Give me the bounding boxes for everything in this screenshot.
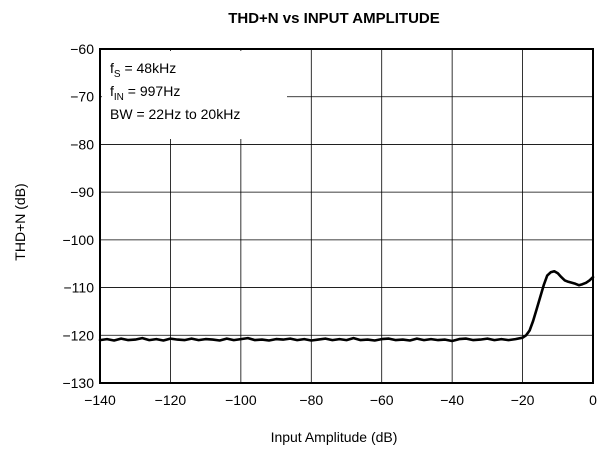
x-tick-label: −140 xyxy=(84,392,116,408)
x-tick-label: −100 xyxy=(225,392,257,408)
x-tick-label: −120 xyxy=(155,392,187,408)
y-tick-labels: −60 −70 −80 −90 −100 −110 −120 −130 xyxy=(62,41,94,391)
x-tick-label: −80 xyxy=(299,392,323,408)
annotation-box xyxy=(102,51,287,139)
annotation-line: fIN = 997Hz xyxy=(110,83,180,103)
x-tick-label: 0 xyxy=(589,392,597,408)
chart-title: THD+N vs INPUT AMPLITUDE xyxy=(228,10,440,27)
x-axis-label: Input Amplitude (dB) xyxy=(271,429,398,445)
x-tick-label: −20 xyxy=(511,392,535,408)
thdn-series-line xyxy=(98,270,595,343)
y-tick-label: −110 xyxy=(64,280,95,296)
series-layer xyxy=(98,270,595,343)
y-tick-label: −130 xyxy=(62,375,94,391)
y-tick-label: −90 xyxy=(70,184,94,200)
annotation-text: fS = 48kHz fIN = 997Hz BW = 22Hz to 20kHz xyxy=(110,60,240,122)
x-tick-label: −40 xyxy=(440,392,464,408)
y-tick-label: −80 xyxy=(70,136,94,152)
y-tick-label: −60 xyxy=(70,41,94,57)
plot-frame xyxy=(99,48,594,384)
y-tick-label: −100 xyxy=(62,232,94,248)
y-tick-label: −120 xyxy=(62,327,94,343)
annotation-line: fS = 48kHz xyxy=(110,60,176,80)
y-axis-label: THD+N (dB) xyxy=(12,183,28,260)
x-tick-labels: −140 −120 −100 −80 −60 −40 −20 0 xyxy=(84,392,597,408)
y-tick-label: −70 xyxy=(70,89,94,105)
annotation-line: BW = 22Hz to 20kHz xyxy=(110,106,240,122)
x-tick-label: −60 xyxy=(370,392,394,408)
